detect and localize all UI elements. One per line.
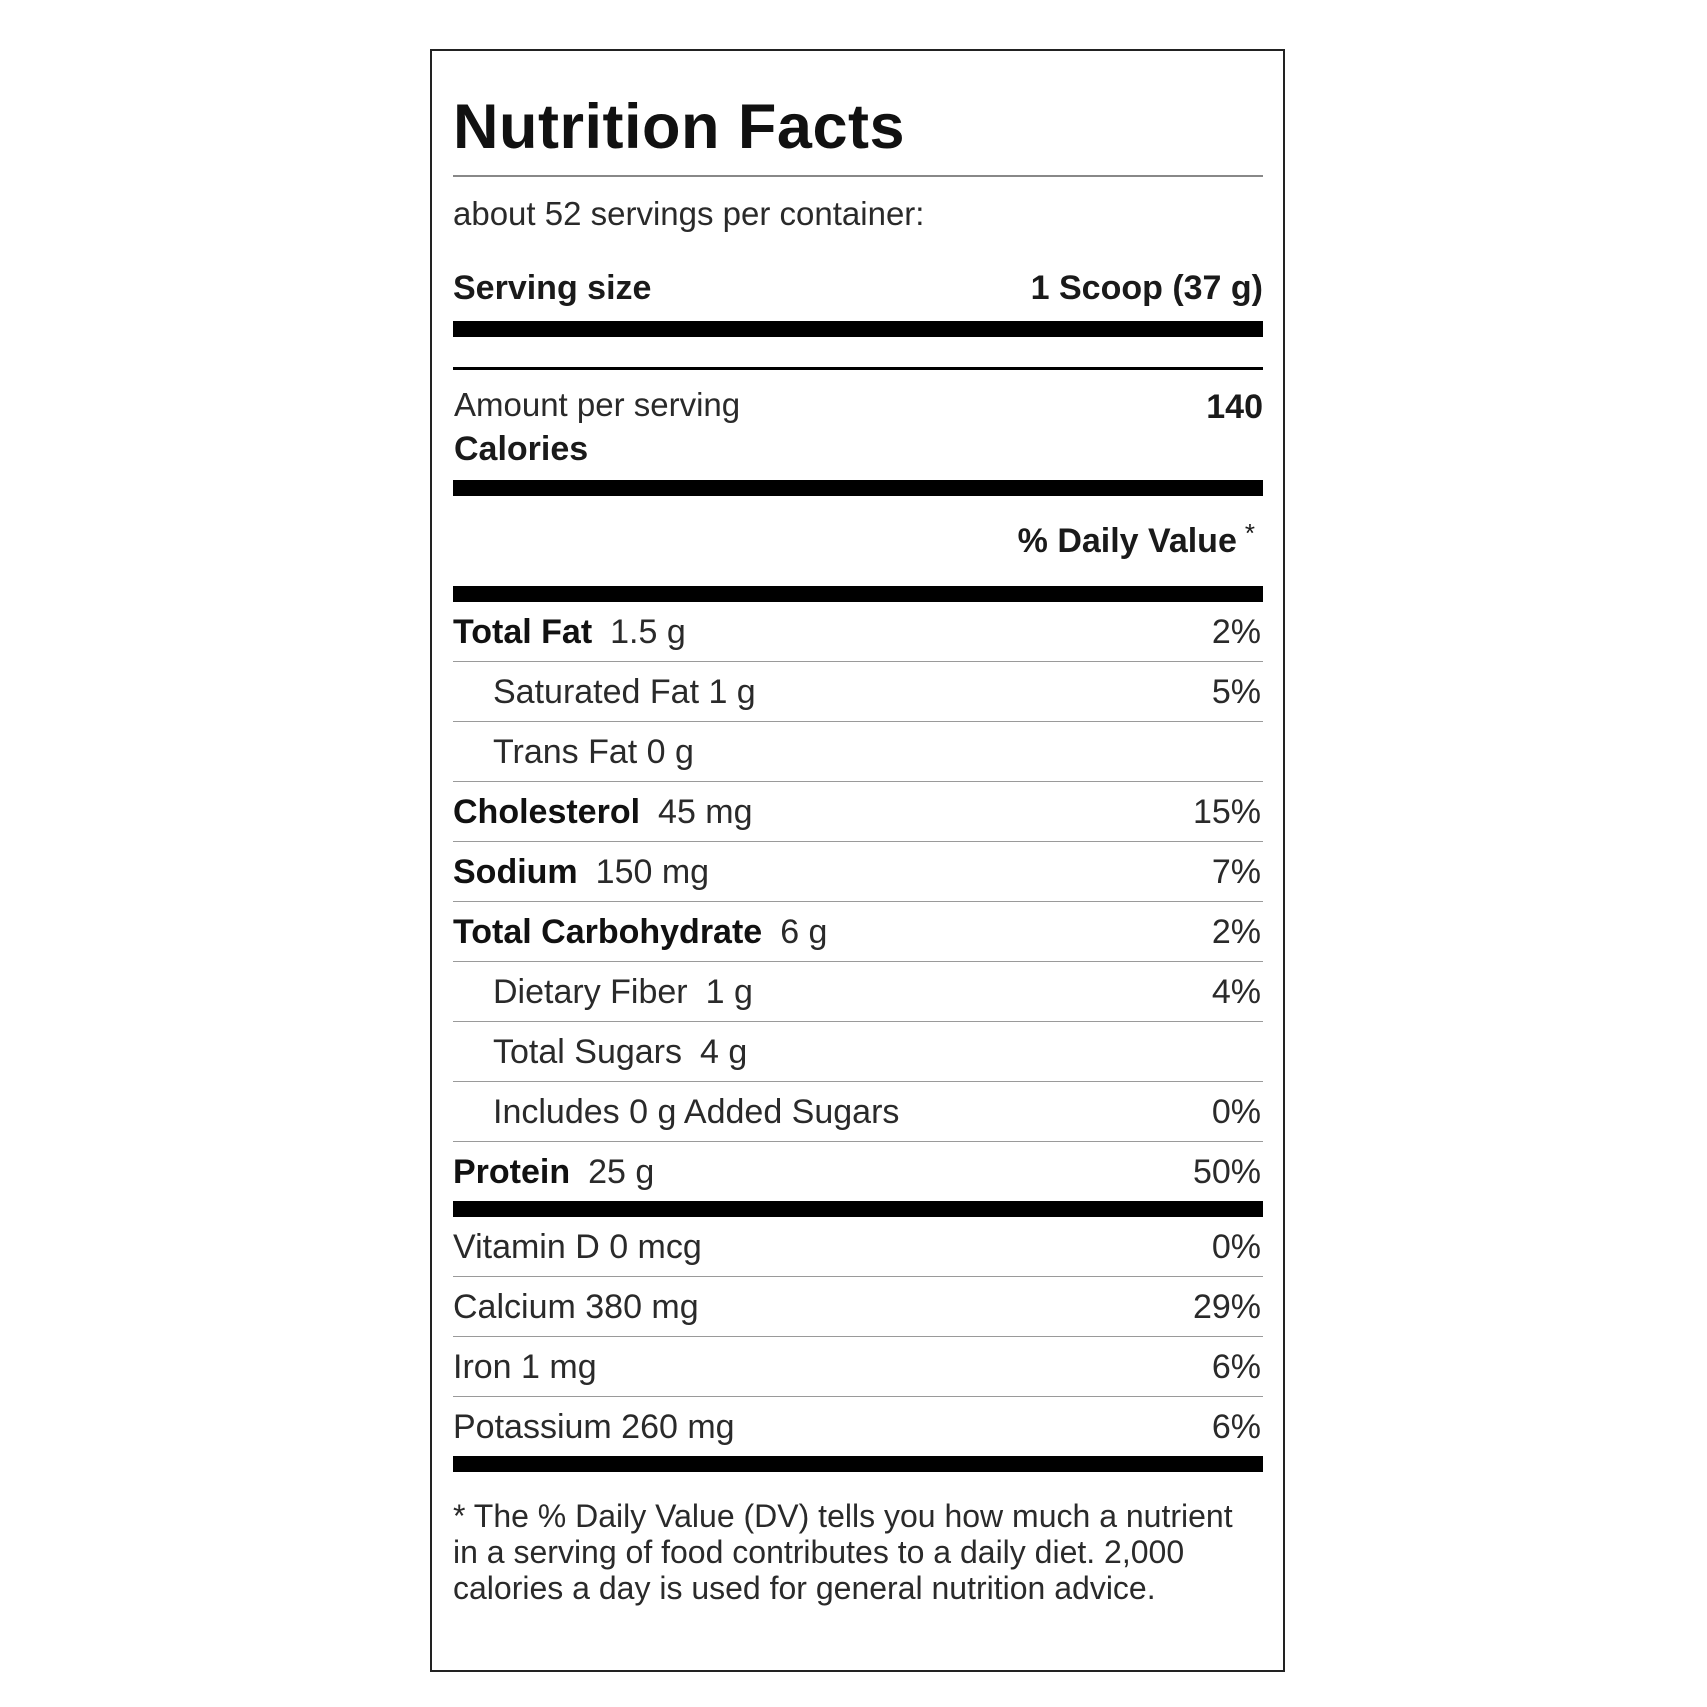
nutrient-row: Cholesterol 45 mg 15%: [453, 782, 1263, 841]
vitamin-daily-value: 6%: [1211, 1408, 1261, 1446]
nutrient-amount: 4 g: [700, 1033, 748, 1071]
row-divider: [453, 1081, 1263, 1082]
serving-size-label: Serving size: [453, 268, 652, 307]
vitamin-row: Potassium 260 mg 6%: [453, 1397, 1263, 1456]
nutrient-amount: 1 g: [705, 973, 753, 1011]
vitamin-name: Calcium 380 mg: [453, 1288, 699, 1326]
nutrient-amount: 45 mg: [658, 793, 753, 831]
divider: [453, 175, 1263, 177]
nutrient-name: Total Fat: [453, 613, 593, 651]
vitamin-row: Vitamin D 0 mcg 0%: [453, 1217, 1263, 1276]
nutrient-list: Total Fat 1.5 g 2% Saturated Fat 1 g 5% Trans…: [453, 602, 1263, 1201]
daily-value-asterisk: *: [1244, 517, 1255, 548]
nutrition-facts-label: Nutrition Facts about 52 servings per co…: [430, 49, 1285, 1672]
nutrient-name: Sodium: [453, 853, 578, 891]
row-divider: [453, 1141, 1263, 1142]
thick-divider: [453, 480, 1263, 496]
row-divider: [453, 841, 1263, 842]
row-divider: [453, 781, 1263, 782]
serving-size-value: 1 Scoop (37 g): [1030, 268, 1263, 307]
nutrient-amount: 150 mg: [595, 853, 710, 891]
thick-divider: [453, 321, 1263, 337]
label-title: Nutrition Facts: [453, 92, 906, 162]
vitamin-row: Calcium 380 mg 29%: [453, 1277, 1263, 1336]
row-divider: [453, 961, 1263, 962]
vitamin-daily-value: 6%: [1211, 1348, 1261, 1386]
nutrient-amount: 6 g: [780, 913, 828, 951]
thick-divider: [453, 586, 1263, 602]
nutrient-name: Cholesterol: [453, 793, 641, 831]
nutrient-daily-value: 7%: [1211, 853, 1261, 891]
vitamin-daily-value: 29%: [1192, 1288, 1261, 1326]
nutrient-row: Protein 25 g 50%: [453, 1142, 1263, 1201]
nutrient-amount: 25 g: [588, 1153, 655, 1191]
calories-block: Amount per serving Calories 140: [453, 370, 1263, 480]
nutrient-daily-value: 5%: [1211, 673, 1261, 711]
thick-divider: [453, 1201, 1263, 1217]
nutrient-name: Dietary Fiber: [493, 973, 688, 1011]
servings-per-container: about 52 servings per container:: [453, 195, 925, 232]
row-divider: [453, 1276, 1263, 1277]
nutrient-row: Dietary Fiber 1 g 4%: [453, 962, 1263, 1021]
nutrient-name: Saturated Fat 1 g: [493, 673, 756, 711]
daily-value-footnote: * The % Daily Value (DV) tells you how m…: [453, 1498, 1233, 1606]
nutrient-daily-value: 4%: [1211, 973, 1261, 1011]
vitamin-name: Vitamin D 0 mcg: [453, 1228, 702, 1266]
row-divider: [453, 901, 1263, 902]
nutrient-daily-value: 2%: [1211, 613, 1261, 651]
nutrient-daily-value: 50%: [1192, 1153, 1261, 1191]
nutrient-daily-value: 0%: [1211, 1093, 1261, 1131]
nutrient-row: Total Fat 1.5 g 2%: [453, 602, 1263, 661]
row-divider: [453, 661, 1263, 662]
nutrient-row: Total Carbohydrate 6 g 2%: [453, 902, 1263, 961]
thick-divider: [453, 1456, 1263, 1472]
nutrient-name: Total Sugars: [493, 1033, 682, 1071]
vitamin-name: Potassium 260 mg: [453, 1408, 735, 1446]
nutrient-daily-value: 15%: [1192, 793, 1261, 831]
calories-value: 140: [1206, 388, 1263, 426]
nutrient-daily-value: 2%: [1211, 913, 1261, 951]
nutrient-row: Total Sugars 4 g: [453, 1022, 1263, 1081]
divider: [453, 367, 1263, 370]
nutrient-row: Trans Fat 0 g: [453, 722, 1263, 781]
nutrient-name: Total Carbohydrate: [453, 913, 763, 951]
daily-value-header-text: % Daily Value: [1017, 521, 1237, 560]
vitamin-name: Iron 1 mg: [453, 1348, 597, 1386]
nutrient-name: Protein: [453, 1153, 571, 1191]
row-divider: [453, 1021, 1263, 1022]
serving-size-row: Serving size 1 Scoop (37 g): [453, 243, 1263, 321]
nutrient-name: Trans Fat 0 g: [493, 733, 694, 771]
amount-per-serving-label: Amount per serving: [454, 386, 741, 423]
vitamin-row: Iron 1 mg 6%: [453, 1337, 1263, 1396]
row-divider: [453, 1336, 1263, 1337]
nutrient-name: Includes 0 g Added Sugars: [493, 1093, 900, 1131]
nutrient-row: Saturated Fat 1 g 5%: [453, 662, 1263, 721]
vitamin-list: Vitamin D 0 mcg 0% Calcium 380 mg 29% Iron 1…: [453, 1217, 1263, 1456]
nutrient-amount: 1.5 g: [610, 613, 686, 651]
daily-value-header: % Daily Value *: [453, 496, 1263, 586]
nutrient-row: Sodium 150 mg 7%: [453, 842, 1263, 901]
calories-label: Calories: [454, 430, 589, 468]
row-divider: [453, 721, 1263, 722]
row-divider: [453, 1396, 1263, 1397]
nutrient-row: Includes 0 g Added Sugars 0%: [453, 1082, 1263, 1141]
vitamin-daily-value: 0%: [1211, 1228, 1261, 1266]
